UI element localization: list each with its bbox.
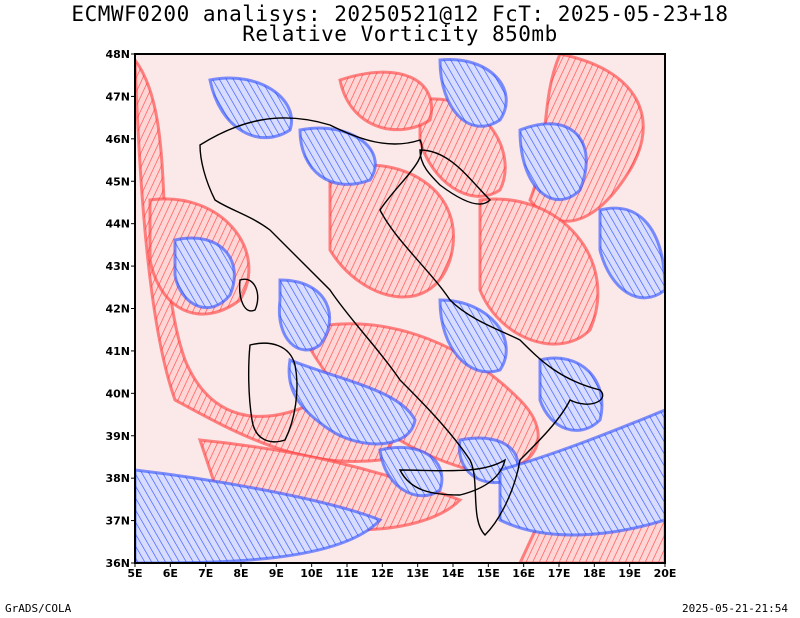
map-title: ECMWF0200 analisys: 20250521@12 FcT: 202… [71, 2, 729, 26]
lon-tick-label: 11E [336, 567, 359, 580]
lat-tick-label: 39N [105, 430, 130, 443]
lat-tick-label: 41N [105, 345, 130, 358]
lat-tick-label: 36N [105, 557, 130, 570]
lat-tick-label: 46N [105, 133, 130, 146]
lon-tick-label: 6E [163, 567, 178, 580]
lat-tick-label: 38N [105, 472, 130, 485]
lon-tick-label: 17E [548, 567, 571, 580]
lat-tick-label: 43N [105, 260, 130, 273]
lon-tick-label: 20E [654, 567, 677, 580]
lon-tick-label: 15E [477, 567, 500, 580]
latitude-axis: 48N 47N 46N 45N 44N 43N 42N 41N 40N 39N 38N 37N 36N [105, 48, 135, 570]
lat-tick-label: 42N [105, 303, 130, 316]
lat-tick-label: 48N [105, 48, 130, 61]
negative-vorticity-contours [135, 58, 665, 563]
plot-area [135, 54, 665, 563]
lon-tick-label: 8E [233, 567, 248, 580]
lon-tick-label: 18E [583, 567, 606, 580]
lat-tick-label: 45N [105, 175, 130, 188]
footer-timestamp: 2025-05-21-21:54 [682, 602, 788, 615]
map-subtitle: Relative Vorticity 850mb [242, 22, 558, 46]
lat-tick-label: 40N [105, 387, 130, 400]
lat-tick-label: 37N [105, 515, 130, 528]
lon-tick-label: 16E [512, 567, 535, 580]
footer-credit: GrADS/COLA [5, 602, 72, 615]
lon-tick-label: 9E [269, 567, 284, 580]
lon-tick-label: 12E [371, 567, 394, 580]
lon-tick-label: 14E [442, 567, 465, 580]
lat-tick-label: 44N [105, 218, 130, 231]
lon-tick-label: 10E [300, 567, 323, 580]
lon-tick-label: 7E [198, 567, 213, 580]
lat-tick-label: 47N [105, 90, 130, 103]
coastline [199, 117, 604, 536]
longitude-axis: 5E 6E 7E 8E 9E 10E 11E 12E 13E 14E 15E 16E 17E 18E 19E… [127, 563, 676, 580]
lon-tick-label: 19E [618, 567, 641, 580]
lon-tick-label: 13E [406, 567, 429, 580]
lon-tick-label: 5E [127, 567, 142, 580]
